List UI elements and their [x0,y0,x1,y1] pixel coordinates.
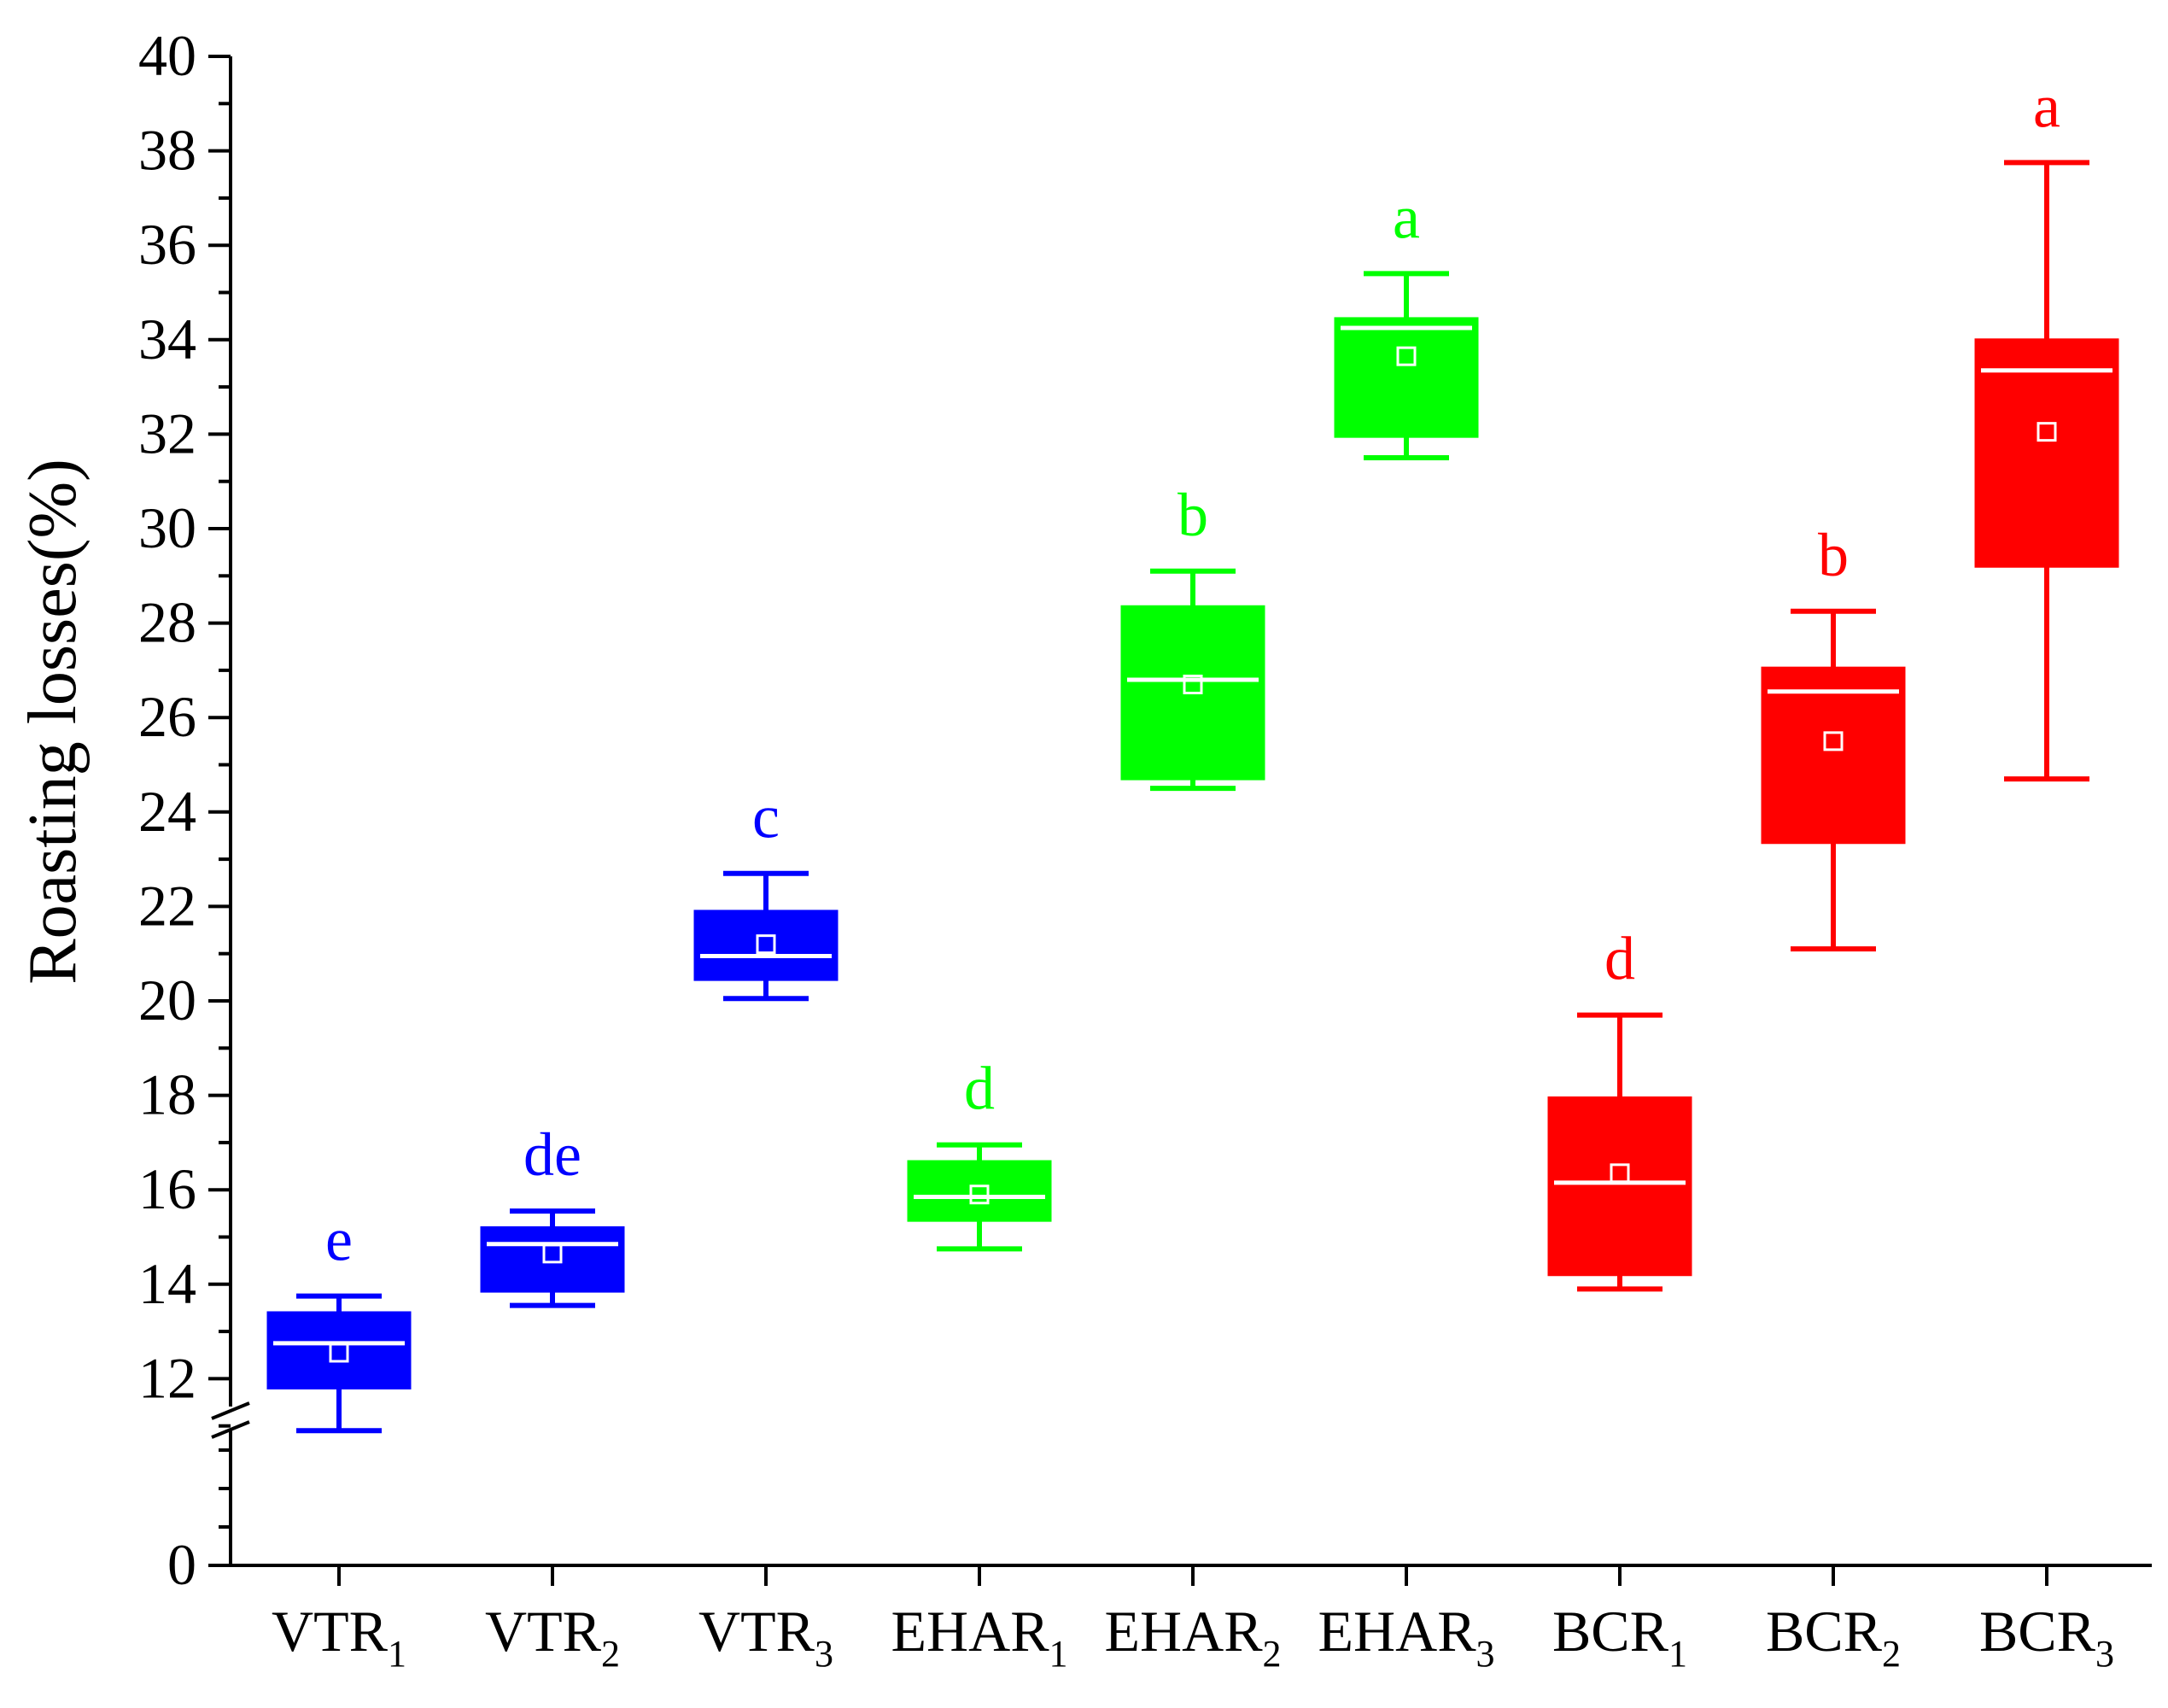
mean-marker [1823,731,1844,752]
y-axis-title: Roasting losses(%) [15,459,91,985]
significance-letter: d [1604,925,1635,993]
box-group: a EHAR3 [1318,183,1494,1675]
box-group: b EHAR2 [1104,481,1281,1675]
x-tick-label-subscript: 3 [2095,1633,2114,1675]
significance-letter: e [325,1206,353,1274]
x-tick-label-subscript: 2 [1263,1633,1282,1675]
y-tick-label: 30 [138,495,196,560]
y-tick-label: 18 [138,1062,196,1127]
mean-marker [1396,346,1417,366]
mean-marker [542,1243,563,1264]
mean-marker [969,1184,990,1205]
x-tick-label-main: VTR [272,1599,389,1664]
box-group: de VTR2 [480,1120,625,1675]
x-tick-label-subscript: 3 [815,1633,833,1675]
x-tick-label-subscript: 2 [601,1633,620,1675]
x-tick-label: VTR3 [698,1599,833,1675]
box-group: b BCR2 [1761,521,1906,1675]
boxes: eVTR1deVTR2cVTR3dEHAR1bEHAR2aEHAR3dBCR1b… [266,72,2119,1675]
x-tick-label: BCR1 [1552,1599,1687,1675]
box-iqr [693,910,839,981]
x-tick-label: EHAR1 [891,1599,1067,1675]
x-tick-label-main: BCR [1766,1599,1883,1664]
box-iqr [907,1160,1052,1222]
y-tick-label: 32 [138,401,196,465]
x-tick-label-main: BCR [1552,1599,1669,1664]
y-tick-label: 36 [138,212,196,277]
y-tick-label: 24 [138,779,196,844]
y-tick-label: 20 [138,968,196,1032]
mean-marker [2037,422,2057,442]
x-tick-label: BCR3 [1979,1599,2114,1675]
y-tick-label: 22 [138,873,196,938]
axis-break-mark [211,1420,250,1439]
significance-letter: b [1177,481,1208,549]
mean-marker [1610,1163,1630,1184]
x-tick-label: EHAR3 [1318,1599,1494,1675]
y-tick-label: 28 [138,590,196,655]
box-iqr [1974,338,2119,568]
x-tick-label-main: EHAR [1318,1599,1476,1664]
x-tick-label-main: BCR [1979,1599,2096,1664]
significance-letter: a [2033,72,2060,140]
x-tick-label-main: VTR [485,1599,602,1664]
x-tick-label: VTR2 [485,1599,620,1675]
mean-marker [329,1342,349,1363]
x-tick-label-subscript: 1 [1668,1633,1687,1675]
box-group: e VTR1 [266,1206,412,1675]
y-tick-label: 26 [138,684,196,749]
x-tick-label-subscript: 2 [1882,1633,1901,1675]
y-tick-label: 40 [138,23,196,88]
significance-letter: c [752,783,780,851]
y-tick-label: 12 [138,1345,196,1410]
box-group: d BCR1 [1547,925,1692,1675]
mean-marker [756,934,776,955]
x-tick-label-main: EHAR [1104,1599,1263,1664]
box-group: d EHAR1 [891,1055,1067,1675]
box-iqr [1547,1096,1692,1277]
x-tick-label: BCR2 [1766,1599,1901,1675]
box-group: c VTR3 [693,783,839,1675]
x-tick-label-subscript: 3 [1476,1633,1495,1675]
y-tick-label: 38 [138,118,196,183]
x-tick-label: EHAR2 [1104,1599,1281,1675]
x-tick-label-subscript: 1 [388,1633,406,1675]
box-iqr [1334,317,1479,438]
significance-letter: d [964,1055,995,1123]
y-tick-label: 34 [138,307,196,371]
x-tick-label-main: VTR [698,1599,815,1664]
box-iqr [480,1225,625,1293]
y-tick-label: 16 [138,1156,196,1221]
x-tick-label-main: EHAR [891,1599,1049,1664]
x-tick-label: VTR1 [272,1599,406,1675]
x-tick-label-subscript: 1 [1049,1633,1068,1675]
box-iqr [1120,605,1265,781]
mean-marker [1183,674,1203,694]
y-tick-label: 14 [138,1251,196,1316]
box-iqr [266,1311,412,1389]
significance-letter: b [1818,521,1849,589]
significance-letter: a [1393,183,1420,251]
axis-break-mark [211,1401,250,1420]
box-group: a BCR3 [1974,72,2119,1675]
y-tick-label: 0 [167,1532,196,1597]
box-iqr [1761,666,1906,845]
significance-letter: de [523,1120,581,1189]
